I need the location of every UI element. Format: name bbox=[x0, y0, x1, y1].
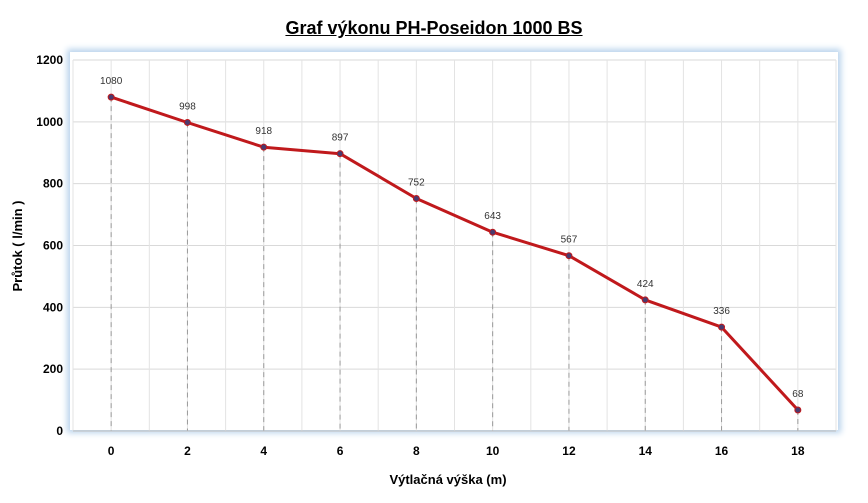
x-axis-title: Výtlačná výška (m) bbox=[389, 472, 506, 487]
chart-title: Graf výkonu PH-Poseidon 1000 BS bbox=[285, 18, 583, 38]
data-point bbox=[412, 195, 420, 203]
y-axis-title: Průtok ( l/min ) bbox=[10, 201, 25, 292]
series-line bbox=[110, 95, 800, 412]
data-label: 424 bbox=[637, 279, 654, 290]
data-labels: 1080 998 918 897 752 643 567 424 336 68 bbox=[100, 76, 804, 400]
data-label: 567 bbox=[561, 235, 578, 246]
data-label: 897 bbox=[332, 133, 349, 144]
data-label: 643 bbox=[484, 211, 501, 222]
data-point bbox=[260, 143, 268, 151]
x-tick-label: 12 bbox=[562, 444, 576, 458]
data-label: 68 bbox=[792, 389, 804, 400]
y-tick-label: 600 bbox=[43, 239, 63, 253]
data-point bbox=[489, 228, 497, 236]
x-tick-label: 10 bbox=[486, 444, 500, 458]
data-label: 1080 bbox=[100, 76, 123, 87]
data-label: 998 bbox=[179, 101, 196, 112]
data-point bbox=[183, 118, 191, 126]
drop-lines bbox=[110, 97, 799, 431]
y-tick-label: 0 bbox=[56, 424, 63, 438]
y-tick-label: 1000 bbox=[36, 115, 63, 129]
data-label: 918 bbox=[255, 126, 272, 137]
y-tick-label: 1200 bbox=[36, 53, 63, 67]
x-tick-label: 2 bbox=[184, 444, 191, 458]
x-tick-label: 4 bbox=[260, 444, 267, 458]
y-tick-label: 200 bbox=[43, 362, 63, 376]
data-point bbox=[565, 252, 573, 260]
x-tick-label: 6 bbox=[337, 444, 344, 458]
y-tick-label: 400 bbox=[43, 300, 63, 314]
data-point bbox=[641, 296, 649, 304]
data-point bbox=[336, 150, 344, 158]
data-point bbox=[794, 406, 802, 414]
series bbox=[107, 93, 802, 414]
data-label: 336 bbox=[713, 306, 730, 317]
data-label: 752 bbox=[408, 178, 425, 189]
data-point bbox=[718, 323, 726, 331]
x-tick-label: 16 bbox=[715, 444, 729, 458]
x-tick-label: 14 bbox=[639, 444, 653, 458]
x-tick-label: 18 bbox=[791, 444, 805, 458]
y-tick-label: 800 bbox=[43, 177, 63, 191]
x-tick-label: 8 bbox=[413, 444, 420, 458]
data-point bbox=[107, 93, 115, 101]
x-tick-label: 0 bbox=[108, 444, 115, 458]
